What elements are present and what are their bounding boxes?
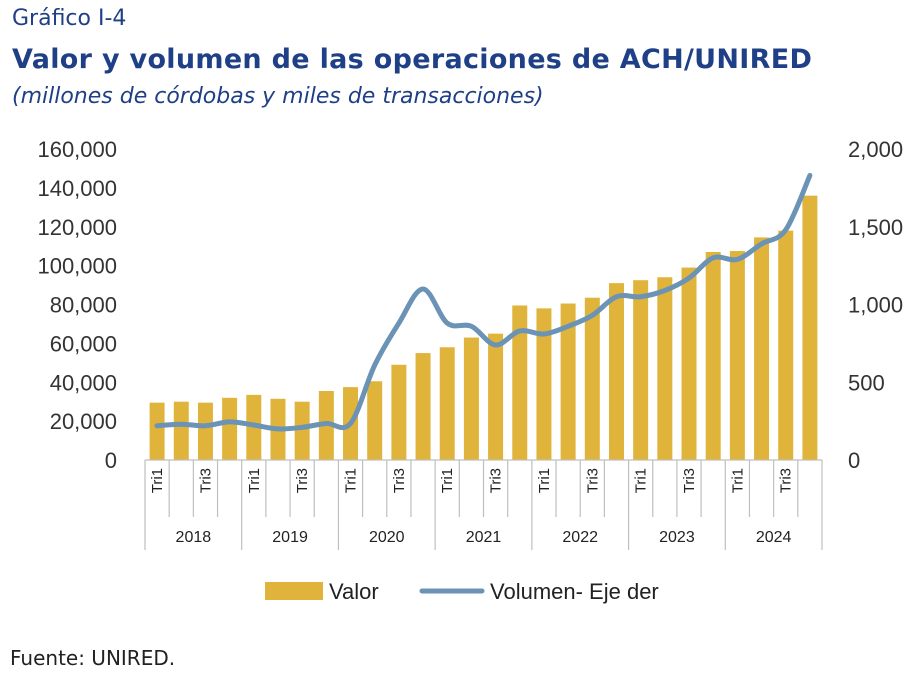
bar: [197, 402, 213, 460]
bar: [173, 401, 189, 460]
x-tick-label: Tri1: [633, 468, 650, 493]
year-label: 2022: [562, 529, 598, 546]
bar: [149, 402, 165, 460]
bar: [415, 353, 431, 460]
y-right-tick-label: 500: [848, 370, 885, 395]
y-right-tick-label: 0: [848, 448, 860, 473]
chart-title: Valor y volumen de las operaciones de AC…: [12, 44, 813, 75]
year-label: 2024: [756, 529, 792, 546]
x-tick-label: Tri1: [729, 468, 746, 493]
x-tick-label: Tri3: [197, 468, 214, 493]
bar: [754, 237, 770, 460]
y-left-tick-label: 40,000: [50, 370, 117, 395]
year-label: 2019: [272, 529, 308, 546]
chart-subtitle: (millones de córdobas y miles de transac…: [12, 84, 544, 109]
y-left-tick-label: 20,000: [50, 409, 117, 434]
bar: [536, 308, 552, 460]
year-label: 2020: [369, 529, 405, 546]
bar: [463, 337, 479, 460]
year-label: 2023: [659, 529, 695, 546]
x-tick-label: Tri3: [488, 468, 505, 493]
y-left-tick-label: 160,000: [37, 137, 117, 162]
bar: [367, 381, 383, 460]
bar: [560, 303, 576, 460]
bar: [439, 347, 455, 460]
bar: [584, 297, 600, 460]
source-note: Fuente: UNIRED.: [10, 646, 176, 670]
x-tick-label: Tri1: [439, 468, 456, 493]
y-right-tick-label: 1,500: [848, 215, 903, 240]
bar: [802, 195, 818, 460]
x-tick-label: Tri3: [681, 468, 698, 493]
x-tick-label: Tri1: [343, 468, 360, 493]
year-label: 2021: [466, 529, 502, 546]
bar: [681, 267, 697, 460]
legend-swatch-valor: [265, 582, 323, 600]
bar: [729, 251, 745, 460]
bar: [608, 283, 624, 460]
y-left-tick-label: 60,000: [50, 331, 117, 356]
y-left-tick-label: 120,000: [37, 215, 117, 240]
x-tick-label: Tri1: [536, 468, 553, 493]
bar: [778, 230, 794, 460]
x-tick-label: Tri1: [149, 468, 166, 493]
y-left-tick-label: 0: [105, 448, 117, 473]
legend-label-volumen: Volumen- Eje der: [490, 579, 659, 604]
y-left-tick-label: 100,000: [37, 254, 117, 279]
y-left-tick-label: 140,000: [37, 176, 117, 201]
bar: [391, 364, 407, 460]
bar: [512, 305, 528, 460]
y-left-tick-label: 80,000: [50, 293, 117, 318]
bar: [294, 401, 310, 460]
bar: [222, 397, 238, 460]
figure-label: Gráfico I-4: [12, 6, 127, 31]
volume-line: [154, 172, 813, 432]
bar: [633, 280, 649, 460]
x-tick-label: Tri3: [294, 468, 311, 493]
x-tick-label: Tri3: [391, 468, 408, 493]
x-tick-label: Tri3: [778, 468, 795, 493]
bar: [657, 277, 673, 460]
bar: [488, 333, 504, 460]
bar: [705, 252, 721, 460]
x-tick-label: Tri1: [246, 468, 263, 493]
x-tick-label: Tri3: [584, 468, 601, 493]
year-label: 2018: [176, 529, 212, 546]
legend-label-valor: Valor: [329, 579, 379, 604]
y-right-tick-label: 2,000: [848, 137, 903, 162]
y-right-tick-label: 1,000: [848, 293, 903, 318]
